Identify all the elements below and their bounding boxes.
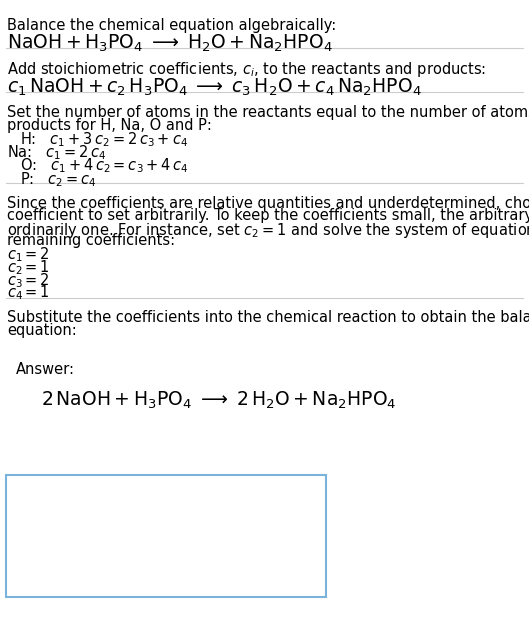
- Text: $c_4 = 1$: $c_4 = 1$: [7, 283, 50, 302]
- Text: coefficient to set arbitrarily. To keep the coefficients small, the arbitrary va: coefficient to set arbitrarily. To keep …: [7, 208, 529, 223]
- Text: Answer:: Answer:: [16, 362, 75, 377]
- Text: equation:: equation:: [7, 323, 77, 338]
- Text: $c_1 = 2$: $c_1 = 2$: [7, 246, 50, 265]
- Text: Substitute the coefficients into the chemical reaction to obtain the balanced: Substitute the coefficients into the che…: [7, 310, 529, 325]
- Text: Since the coefficients are relative quantities and underdetermined, choose a: Since the coefficients are relative quan…: [7, 196, 529, 211]
- Text: Na:   $c_1 = 2\,c_4$: Na: $c_1 = 2\,c_4$: [7, 144, 107, 162]
- Text: remaining coefficients:: remaining coefficients:: [7, 233, 176, 248]
- Text: $c_2 = 1$: $c_2 = 1$: [7, 258, 50, 277]
- Text: $\mathsf{2\,NaOH + H_3PO_4 \;\longrightarrow\; 2\,H_2O + Na_2HPO_4}$: $\mathsf{2\,NaOH + H_3PO_4 \;\longrighta…: [41, 390, 396, 411]
- Text: P:   $c_2 = c_4$: P: $c_2 = c_4$: [20, 170, 97, 189]
- Text: Balance the chemical equation algebraically:: Balance the chemical equation algebraica…: [7, 18, 336, 33]
- Text: products for H, Na, O and P:: products for H, Na, O and P:: [7, 118, 212, 133]
- Text: $\mathsf{NaOH + H_3PO_4 \;\longrightarrow\; H_2O + Na_2HPO_4}$: $\mathsf{NaOH + H_3PO_4 \;\longrightarro…: [7, 33, 333, 54]
- Text: $c_1\,\mathsf{NaOH} + c_2\,\mathsf{H_3PO_4} \;\longrightarrow\; c_3\,\mathsf{H_2: $c_1\,\mathsf{NaOH} + c_2\,\mathsf{H_3PO…: [7, 76, 422, 98]
- Text: O:   $c_1 + 4\,c_2 = c_3 + 4\,c_4$: O: $c_1 + 4\,c_2 = c_3 + 4\,c_4$: [20, 157, 189, 176]
- Text: Set the number of atoms in the reactants equal to the number of atoms in the: Set the number of atoms in the reactants…: [7, 105, 529, 120]
- Text: ordinarily one. For instance, set $c_2 = 1$ and solve the system of equations fo: ordinarily one. For instance, set $c_2 =…: [7, 221, 529, 240]
- FancyBboxPatch shape: [6, 475, 326, 597]
- Text: $c_3 = 2$: $c_3 = 2$: [7, 271, 50, 290]
- Text: H:   $c_1 + 3\,c_2 = 2\,c_3 + c_4$: H: $c_1 + 3\,c_2 = 2\,c_3 + c_4$: [20, 130, 188, 149]
- Text: Add stoichiometric coefficients, $c_i$, to the reactants and products:: Add stoichiometric coefficients, $c_i$, …: [7, 60, 487, 78]
